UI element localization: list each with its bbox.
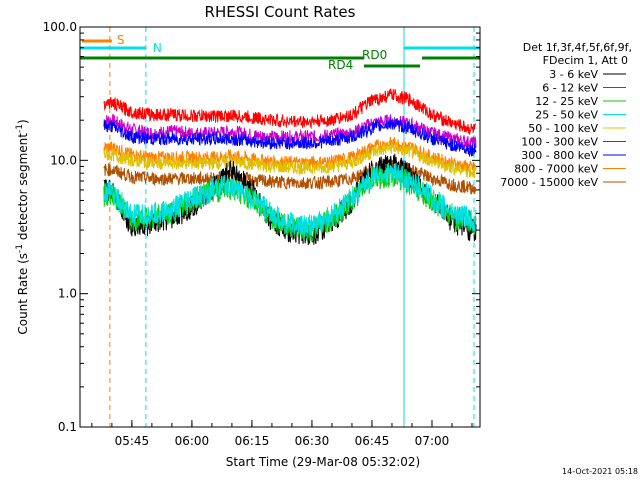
x-tick-label: 06:15: [235, 434, 270, 448]
legend-label: 50 - 100 keV: [528, 122, 598, 135]
x-tick-label: 07:00: [415, 434, 450, 448]
chart-title: RHESSI Count Rates: [205, 3, 356, 21]
plot-frame: [79, 26, 481, 428]
plot-area: S N RD0 RD4: [80, 27, 480, 427]
generation-timestamp: 14-Oct-2021 05:18: [562, 467, 638, 476]
legend-header-line-1: Det 1f,3f,4f,5f,6f,9f,: [523, 41, 632, 54]
legend-label: 25 - 50 keV: [535, 109, 598, 122]
legend-label: 12 - 25 keV: [535, 95, 598, 108]
legend-label: 300 - 800 keV: [521, 149, 598, 162]
series-line: [103, 162, 477, 238]
state-label-rd0: RD0: [362, 48, 387, 62]
state-label-rd4: RD4: [328, 58, 353, 72]
legend-label: 6 - 12 keV: [542, 82, 598, 95]
series-line: [103, 117, 477, 158]
y-tick-label: 0.1: [58, 420, 77, 434]
x-tick-label: 06:00: [175, 434, 210, 448]
x-tick-label: 06:30: [295, 434, 330, 448]
axes: 05:45 06:00 06:15 06:30 06:45 07:00 0.1 1.0 10.0…: [43, 20, 480, 448]
y-tick-label: 100.0: [43, 20, 77, 34]
state-label-n: N: [153, 41, 162, 55]
series-line: [103, 158, 477, 195]
legend-label: 100 - 300 keV: [521, 136, 598, 149]
legend-label: 800 - 7000 keV: [514, 163, 598, 176]
x-axis-label: Start Time (29-Mar-08 05:32:02): [226, 455, 420, 469]
legend-label: 7000 - 15000 keV: [500, 176, 598, 189]
x-tick-label: 06:45: [355, 434, 390, 448]
legend-header-line-2: FDecim 1, Att 0: [543, 54, 628, 67]
y-tick-label: 1.0: [58, 287, 77, 301]
legend: Det 1f,3f,4f,5f,6f,9f, FDecim 1, Att 0 3…: [500, 41, 632, 189]
series-line: [103, 88, 477, 135]
y-axis-label: Count Rate (s-1 detector segment-1): [15, 119, 30, 334]
y-tick-label: 10.0: [50, 153, 77, 167]
x-tick-label: 05:45: [115, 434, 150, 448]
series-line: [103, 141, 477, 179]
state-label-s: S: [117, 33, 125, 47]
legend-label: 3 - 6 keV: [549, 68, 598, 81]
